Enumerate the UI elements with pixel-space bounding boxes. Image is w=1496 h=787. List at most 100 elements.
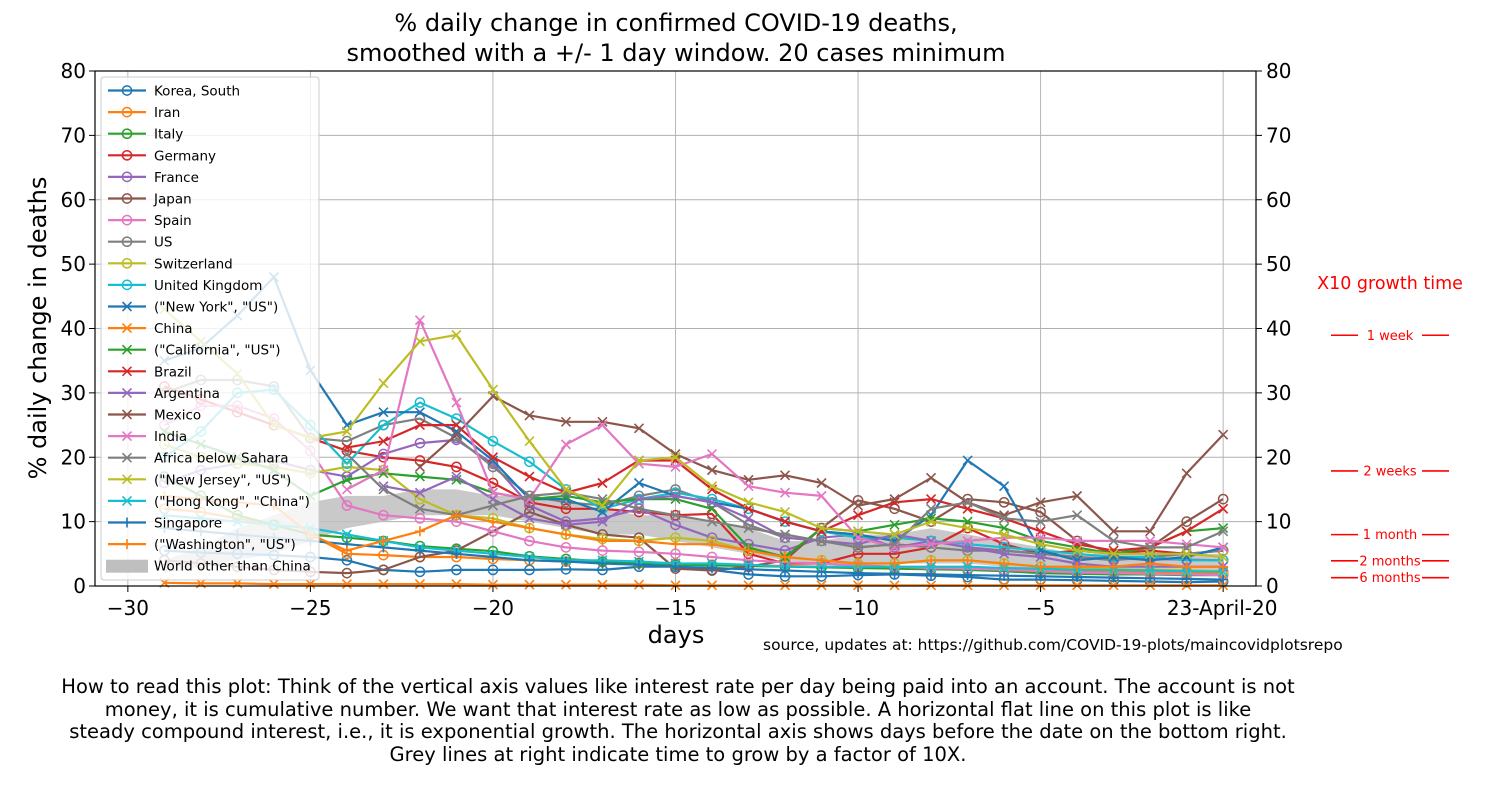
how-to-read-line: money, it is cumulative number. We want … [104, 697, 1252, 721]
data-point [451, 510, 462, 521]
data-point [633, 490, 645, 502]
data-point [378, 407, 389, 418]
data-point [962, 455, 973, 466]
data-point [1218, 574, 1229, 585]
date-tick-label: 23-April-20 [1167, 596, 1278, 620]
data-point [414, 461, 425, 472]
data-point [999, 529, 1010, 540]
data-point [487, 500, 499, 511]
data-point [1108, 572, 1119, 583]
data-point [889, 529, 900, 540]
data-point [926, 580, 937, 591]
data-point [341, 529, 352, 540]
data-point [670, 580, 681, 591]
data-point [597, 545, 608, 556]
data-point [889, 539, 900, 550]
data-point [524, 490, 535, 501]
x-axis-label: days [648, 621, 705, 649]
data-point [925, 542, 937, 553]
legend-entry: Brazil [108, 364, 192, 380]
data-point [926, 555, 937, 566]
data-point [1145, 580, 1156, 591]
data-point [341, 435, 353, 447]
legend-marker [121, 193, 133, 204]
right-y-tick-label: 40 [1266, 317, 1291, 341]
data-point [378, 465, 389, 476]
data-point [524, 410, 535, 421]
data-point [998, 496, 1010, 508]
legend-marker [121, 301, 133, 312]
data-point [853, 558, 864, 569]
data-point [633, 477, 645, 489]
data-point [633, 535, 644, 546]
data-point [998, 545, 1010, 556]
data-point [597, 500, 608, 511]
y-tick-label: 10 [61, 510, 86, 534]
how-to-read-line: How to read this plot: Think of the vert… [61, 675, 1295, 698]
data-point [341, 567, 353, 579]
data-point [341, 458, 353, 470]
data-point [670, 519, 681, 531]
data-point [341, 545, 352, 556]
data-point [1072, 490, 1083, 501]
data-point [597, 419, 608, 431]
data-point [743, 513, 754, 524]
data-point [633, 579, 645, 590]
data-point [378, 509, 389, 521]
data-point [1181, 516, 1192, 527]
legend-entry: Switzerland [108, 256, 233, 272]
series-layer [159, 271, 1229, 591]
growth-time-heading: X10 growth time [1317, 274, 1463, 294]
legend-entry: China [108, 321, 193, 337]
data-point [816, 477, 827, 489]
data-point [451, 397, 462, 408]
legend-entry: ("Hong Kong", "China") [108, 494, 310, 510]
data-point [999, 580, 1010, 591]
data-point [597, 558, 608, 569]
data-point [1145, 558, 1156, 569]
y-tick-label: 50 [61, 252, 86, 276]
data-point [414, 419, 425, 431]
data-point [706, 481, 718, 492]
data-point [597, 535, 608, 546]
data-point [524, 555, 535, 566]
legend-entry: Spain [108, 213, 192, 229]
data-point [414, 437, 426, 449]
data-point [743, 564, 754, 575]
legend-label: Singapore [154, 516, 222, 532]
legend: Korea, South Iran Italy Germany France Japan S… [100, 76, 320, 581]
data-point [1072, 510, 1083, 521]
data-point [780, 552, 791, 563]
data-point [414, 413, 426, 424]
data-point [487, 525, 499, 537]
data-point [706, 497, 718, 508]
data-point [999, 570, 1010, 581]
data-point [633, 423, 645, 434]
data-point [341, 484, 352, 495]
growth-time-label: 6 months [1359, 571, 1421, 586]
data-point [487, 579, 499, 590]
data-point [524, 506, 535, 518]
growth-time-label: 1 week [1367, 329, 1414, 344]
data-point [1218, 566, 1229, 577]
legend-entry: Japan [108, 192, 192, 208]
series-line [163, 475, 1224, 577]
legend-marker [121, 409, 133, 420]
growth-time-label: 2 months [1359, 554, 1421, 569]
data-point [962, 538, 973, 550]
legend-marker [121, 495, 133, 506]
data-point [1071, 548, 1083, 560]
data-point [597, 516, 608, 527]
data-point [926, 569, 937, 580]
right-y-tick-label: 50 [1266, 252, 1291, 276]
data-point [1144, 545, 1156, 556]
data-point [852, 500, 864, 511]
data-point [560, 579, 572, 590]
data-point [560, 439, 572, 450]
data-point [378, 535, 389, 546]
data-point [1181, 548, 1192, 559]
right-y-tick-label: 10 [1266, 510, 1291, 534]
series-line [164, 494, 1224, 568]
data-point [341, 426, 352, 437]
